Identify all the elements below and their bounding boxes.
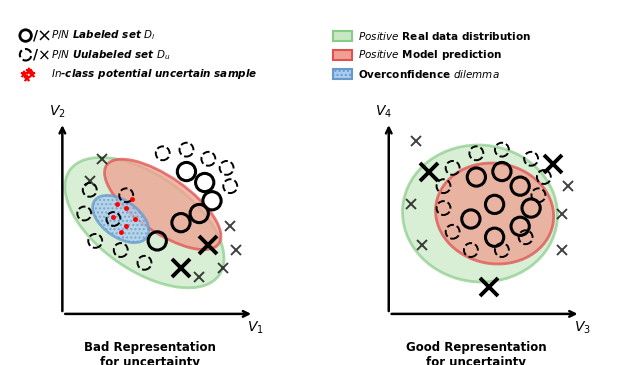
Text: $V_3$: $V_3$ xyxy=(574,319,591,336)
Text: $\mathit{Positive}$ Real data distribution: $\mathit{Positive}$ Real data distributi… xyxy=(358,30,531,42)
Text: $\times$: $\times$ xyxy=(36,27,51,45)
Ellipse shape xyxy=(403,145,557,282)
Text: $\mathit{P/N}$ Labeled set $D_l$: $\mathit{P/N}$ Labeled set $D_l$ xyxy=(51,28,156,42)
Text: $V_4$: $V_4$ xyxy=(375,104,392,120)
Text: /: / xyxy=(33,48,38,62)
Text: $\mathit{P/N}$ Uulabeled set $D_u$: $\mathit{P/N}$ Uulabeled set $D_u$ xyxy=(51,48,171,62)
FancyBboxPatch shape xyxy=(333,50,352,60)
Text: $\times$: $\times$ xyxy=(37,47,50,62)
Text: /: / xyxy=(33,28,38,43)
Text: Good Representation
for uncertainty: Good Representation for uncertainty xyxy=(406,341,547,365)
Text: $\mathit{Positive}$ Model prediction: $\mathit{Positive}$ Model prediction xyxy=(358,48,502,62)
Ellipse shape xyxy=(104,159,221,250)
FancyBboxPatch shape xyxy=(333,31,352,41)
Text: Overconfidence $\mathit{dilemma}$: Overconfidence $\mathit{dilemma}$ xyxy=(358,68,500,80)
Ellipse shape xyxy=(65,157,224,288)
Text: $V_1$: $V_1$ xyxy=(248,319,264,336)
Text: Bad Representation
for uncertainty: Bad Representation for uncertainty xyxy=(84,341,216,365)
Text: $V_2$: $V_2$ xyxy=(49,104,65,120)
Text: $\mathit{In}$-class potential uncertain sample: $\mathit{In}$-class potential uncertain … xyxy=(51,67,258,81)
Ellipse shape xyxy=(436,163,554,264)
FancyBboxPatch shape xyxy=(333,69,352,79)
Ellipse shape xyxy=(93,195,149,243)
